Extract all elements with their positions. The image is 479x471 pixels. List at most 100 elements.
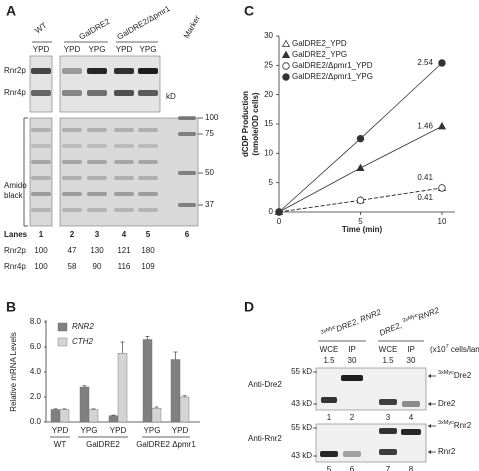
amount-label: 30 <box>348 356 357 365</box>
band <box>138 208 158 212</box>
quant-value: 180 <box>141 246 155 255</box>
x-tick-label: YPD <box>172 426 189 435</box>
error-bar <box>62 408 67 410</box>
band <box>114 192 134 196</box>
construct-label: DRE2, 3xMycRNR2 <box>378 305 441 338</box>
bar <box>179 396 190 423</box>
band <box>62 90 82 96</box>
band <box>114 208 134 212</box>
legend-swatch <box>57 322 68 332</box>
mw-label: 55 kD <box>291 423 312 432</box>
lane-number: 4 <box>409 413 414 422</box>
quant-value: 58 <box>68 262 77 271</box>
quant-label: Rnr4p <box>4 262 26 271</box>
bar <box>50 409 61 423</box>
quant-value: 47 <box>68 246 77 255</box>
y-tick-label: 2.0 <box>30 392 42 401</box>
construct-label: 3xMycDRE2, RNR2 <box>320 307 383 340</box>
text-part: RNR2 <box>417 305 441 322</box>
error-bar <box>53 408 58 410</box>
mw-label: 43 kD <box>291 451 312 460</box>
error-bar <box>91 408 96 410</box>
text-part: Rnr2 <box>438 447 456 456</box>
lane-number: 5 <box>146 230 151 239</box>
superscript: 3xMyc <box>438 370 454 376</box>
band <box>341 375 363 381</box>
marker-size: 75 <box>205 129 214 138</box>
bar <box>79 386 90 423</box>
error-bar <box>182 395 187 397</box>
error-bar <box>82 385 87 387</box>
band <box>114 90 134 96</box>
band <box>87 144 107 148</box>
lane-number: 1 <box>39 230 44 239</box>
y-tick-label: 20 <box>264 90 273 99</box>
band <box>62 160 82 164</box>
band <box>379 428 397 434</box>
band <box>62 128 82 132</box>
panel-letter: D <box>244 299 254 315</box>
marker-size: 100 <box>205 113 219 122</box>
band <box>114 144 134 148</box>
mw-label: 43 kD <box>291 399 312 408</box>
superscript: 3xMyc <box>402 313 419 325</box>
rate-label: 0.41 <box>417 193 433 202</box>
point <box>356 196 365 204</box>
lane-number: 6 <box>350 465 355 471</box>
group-label: WT <box>54 440 67 449</box>
fraction-label: WCE <box>379 345 398 354</box>
point <box>356 163 365 172</box>
media-label: YPG <box>140 45 157 54</box>
superscript: 3xMyc <box>438 420 454 426</box>
y-tick-label: 0 <box>269 207 274 216</box>
text-part: DRE2, <box>378 320 405 338</box>
axis-title: Relative mRNA Levels <box>9 332 18 412</box>
fraction-label: IP <box>407 345 415 354</box>
band <box>87 208 107 212</box>
stain-label: Amido <box>4 181 27 190</box>
band <box>31 90 51 96</box>
arrow-head <box>428 450 431 454</box>
y-tick-label: 6.0 <box>30 342 42 351</box>
band <box>138 176 158 180</box>
band-label: Rnr4p <box>4 88 26 97</box>
quant-value: 90 <box>93 262 102 271</box>
band <box>31 128 51 132</box>
axis-title: dCDP Production <box>241 91 250 157</box>
x-tick-label: YPG <box>144 426 161 435</box>
group-label: GalDRE2 <box>86 440 120 449</box>
band <box>62 176 82 180</box>
marker-size: 37 <box>205 200 214 209</box>
band <box>87 160 107 164</box>
bar <box>108 415 119 423</box>
panel-letter: C <box>244 3 254 19</box>
quant-value: 121 <box>117 246 131 255</box>
rate-label: 0.41 <box>417 173 433 182</box>
arrow-head <box>428 424 431 428</box>
unit-label: kD <box>166 92 176 101</box>
rate-label: 1.46 <box>417 121 433 130</box>
legend-swatch <box>57 337 68 347</box>
band <box>343 451 361 457</box>
bar <box>142 339 153 423</box>
text-part: DRE2, RNR2 <box>335 307 383 333</box>
text-part: Dre2 <box>454 371 472 380</box>
y-tick-label: 30 <box>264 31 273 40</box>
quant-value: 116 <box>118 262 131 271</box>
band-label: Rnr2p <box>4 66 26 75</box>
point <box>275 208 283 216</box>
band <box>87 192 107 196</box>
y-tick-label: 15 <box>264 119 273 128</box>
text-part: Dre2 <box>438 399 456 408</box>
gel <box>29 55 53 113</box>
band <box>321 397 337 403</box>
band <box>87 68 107 74</box>
point <box>356 134 365 143</box>
lane-number: 8 <box>409 465 414 471</box>
lanes-label: Lanes <box>4 230 28 239</box>
legend-marker <box>281 39 291 47</box>
lane-number: 1 <box>327 413 332 422</box>
media-label: YPD <box>64 45 81 54</box>
x-tick-label: 10 <box>438 217 447 226</box>
